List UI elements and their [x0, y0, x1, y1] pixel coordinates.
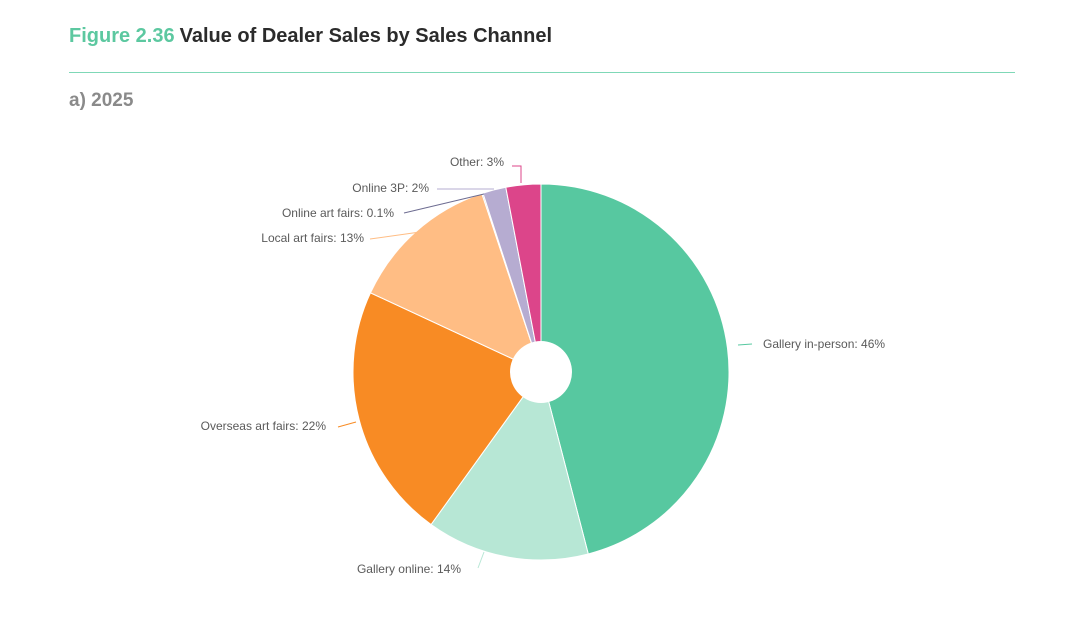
- leader-line-6: [512, 165, 522, 183]
- pie-slice-2: [352, 292, 542, 526]
- slice-label-2: Overseas art fairs: 22%: [201, 419, 327, 433]
- donut-hole: [510, 341, 572, 403]
- slice-label-5: Online 3P: 2%: [352, 181, 429, 195]
- slice-label-6: Other: 3%: [450, 155, 504, 169]
- slice-label-4: Online art fairs: 0.1%: [282, 206, 394, 220]
- pie-slice-1: [430, 370, 589, 561]
- slice-label-0: Gallery in-person: 46%: [763, 337, 885, 351]
- leader-line-0: [737, 343, 753, 346]
- slice-labels: Gallery in-person: 46% Gallery online: 14…: [201, 155, 886, 576]
- slice-label-3: Local art fairs: 13%: [261, 231, 364, 245]
- leader-lines: [337, 165, 753, 569]
- pie-slices: [352, 183, 730, 561]
- leader-line-1: [477, 551, 485, 569]
- figure-heading: Figure 2.36 Value of Dealer Sales by Sale…: [69, 25, 552, 48]
- leader-line-4: [403, 193, 485, 214]
- figure-number: Figure 2.36: [69, 25, 175, 47]
- leader-line-3: [369, 231, 421, 240]
- slice-label-1: Gallery online: 14%: [357, 562, 461, 576]
- header-divider: [69, 72, 1015, 73]
- panel-subtitle: a) 2025: [69, 90, 134, 111]
- leader-line-2: [337, 421, 357, 428]
- pie-slice-6: [505, 183, 542, 373]
- pie-slice-0: [540, 183, 730, 555]
- figure-title: Value of Dealer Sales by Sales Channel: [179, 25, 553, 47]
